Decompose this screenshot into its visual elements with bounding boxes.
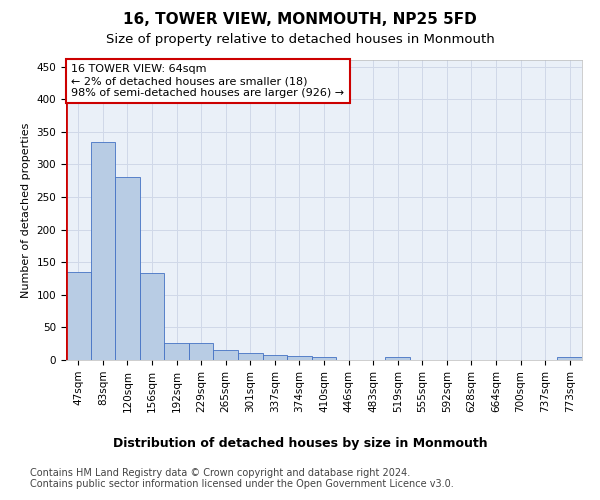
Bar [66, 272, 91, 360]
Bar [238, 353, 263, 360]
Bar [385, 358, 410, 360]
Text: Contains public sector information licensed under the Open Government Licence v3: Contains public sector information licen… [30, 479, 454, 489]
Text: Distribution of detached houses by size in Monmouth: Distribution of detached houses by size … [113, 438, 487, 450]
Text: 16, TOWER VIEW, MONMOUTH, NP25 5FD: 16, TOWER VIEW, MONMOUTH, NP25 5FD [123, 12, 477, 28]
Bar [115, 178, 140, 360]
Y-axis label: Number of detached properties: Number of detached properties [21, 122, 31, 298]
Bar [140, 274, 164, 360]
Bar [263, 356, 287, 360]
Text: 16 TOWER VIEW: 64sqm
← 2% of detached houses are smaller (18)
98% of semi-detach: 16 TOWER VIEW: 64sqm ← 2% of detached ho… [71, 64, 344, 98]
Bar [312, 358, 336, 360]
Text: Contains HM Land Registry data © Crown copyright and database right 2024.: Contains HM Land Registry data © Crown c… [30, 468, 410, 477]
Bar [214, 350, 238, 360]
Bar [189, 343, 214, 360]
Bar [287, 356, 312, 360]
Text: Size of property relative to detached houses in Monmouth: Size of property relative to detached ho… [106, 32, 494, 46]
Bar [557, 358, 582, 360]
Bar [164, 343, 189, 360]
Bar [91, 142, 115, 360]
